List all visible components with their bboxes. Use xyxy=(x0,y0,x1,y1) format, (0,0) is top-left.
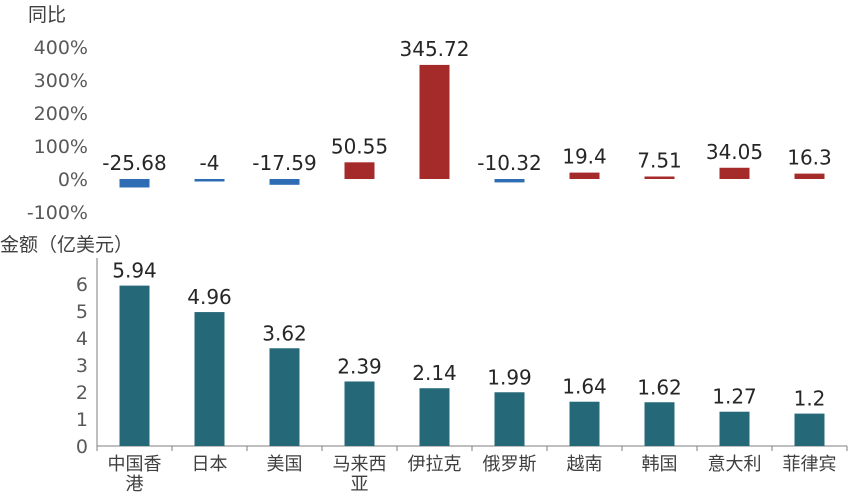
top-ytick-label: 200% xyxy=(34,103,88,125)
top-ytick-label: -100% xyxy=(27,202,88,224)
top-data-label: -4 xyxy=(200,151,220,175)
bottom-data-label: 3.62 xyxy=(262,321,307,345)
bottom-ytick-label: 1 xyxy=(76,409,88,431)
bottom-ytick-label: 4 xyxy=(76,328,88,350)
top-bar xyxy=(794,173,825,179)
bottom-bar xyxy=(344,381,375,446)
top-bar xyxy=(269,179,300,185)
x-category-label: 菲律宾 xyxy=(783,454,837,475)
x-category-label-line: 日本 xyxy=(192,454,228,475)
x-category-label: 中国香港 xyxy=(108,454,162,493)
x-category-label-line: 马来西 xyxy=(333,454,387,475)
bottom-data-label: 2.39 xyxy=(337,354,382,378)
bottom-bar xyxy=(119,285,150,446)
x-category-label-line: 港 xyxy=(126,474,144,493)
x-category-label-line: 韩国 xyxy=(642,454,678,475)
bottom-bar xyxy=(719,411,750,446)
top-data-label: 34.05 xyxy=(706,140,763,164)
top-ytick-label: 400% xyxy=(34,37,88,59)
top-data-label: -25.68 xyxy=(102,151,166,175)
top-data-label: 7.51 xyxy=(637,149,682,173)
x-category-label: 马来西亚 xyxy=(333,454,387,493)
bottom-data-label: 2.14 xyxy=(412,361,457,385)
bottom-data-label: 5.94 xyxy=(112,259,157,283)
x-category-label: 日本 xyxy=(192,454,228,475)
bottom-ylabel: 金额（亿美元） xyxy=(0,234,133,256)
bottom-bar xyxy=(569,401,600,446)
bottom-data-label: 1.64 xyxy=(562,375,607,399)
x-category-label: 意大利 xyxy=(708,454,762,475)
x-category-label-line: 中国香 xyxy=(108,454,162,475)
top-data-label: -10.32 xyxy=(477,151,541,175)
x-category-label-line: 意大利 xyxy=(708,454,762,475)
top-bar xyxy=(119,179,150,188)
x-category-label: 美国 xyxy=(267,454,303,475)
top-ytick-label: 0% xyxy=(58,169,88,191)
bottom-ytick-label: 5 xyxy=(76,301,88,323)
x-category-label: 越南 xyxy=(567,454,603,475)
x-category-label-line: 伊拉克 xyxy=(408,454,462,475)
bottom-ytick-label: 3 xyxy=(76,355,88,377)
x-category-label-line: 菲律宾 xyxy=(783,454,837,475)
top-bar xyxy=(344,162,375,179)
top-bar xyxy=(494,179,525,183)
bottom-data-label: 1.62 xyxy=(637,375,682,399)
top-bar xyxy=(719,167,750,179)
top-ytick-label: 300% xyxy=(34,70,88,92)
x-category-label-line: 俄罗斯 xyxy=(483,454,537,475)
top-data-label: 19.4 xyxy=(562,145,607,169)
bottom-bar xyxy=(644,402,675,446)
bottom-bar xyxy=(494,392,525,446)
top-data-label: 50.55 xyxy=(331,134,388,158)
bottom-data-label: 1.2 xyxy=(794,387,826,411)
bottom-data-label: 1.27 xyxy=(712,385,757,409)
top-bar xyxy=(644,176,675,179)
x-category-label: 韩国 xyxy=(642,454,678,475)
top-data-label: 345.72 xyxy=(400,37,470,61)
x-category-label-line: 美国 xyxy=(267,454,303,475)
top-bar xyxy=(569,172,600,179)
x-category-label-line: 亚 xyxy=(351,474,369,493)
bottom-ytick-label: 2 xyxy=(76,382,88,404)
bottom-ytick-label: 0 xyxy=(76,436,88,458)
top-bar xyxy=(419,64,450,179)
x-category-label: 俄罗斯 xyxy=(483,454,537,475)
bottom-bar xyxy=(194,312,225,446)
bottom-data-label: 4.96 xyxy=(187,285,232,309)
top-data-label: 16.3 xyxy=(787,146,832,170)
bottom-bar xyxy=(794,413,825,446)
top-bar xyxy=(194,179,225,182)
top-ylabel: 同比 xyxy=(28,4,66,26)
bottom-ytick-label: 6 xyxy=(76,274,88,296)
bottom-bar xyxy=(269,348,300,446)
top-ytick-label: 100% xyxy=(34,136,88,158)
top-data-label: -17.59 xyxy=(252,151,316,175)
x-category-label: 伊拉克 xyxy=(408,454,462,475)
x-category-label-line: 越南 xyxy=(567,454,603,475)
bottom-bar xyxy=(419,388,450,446)
bottom-data-label: 1.99 xyxy=(487,365,532,389)
